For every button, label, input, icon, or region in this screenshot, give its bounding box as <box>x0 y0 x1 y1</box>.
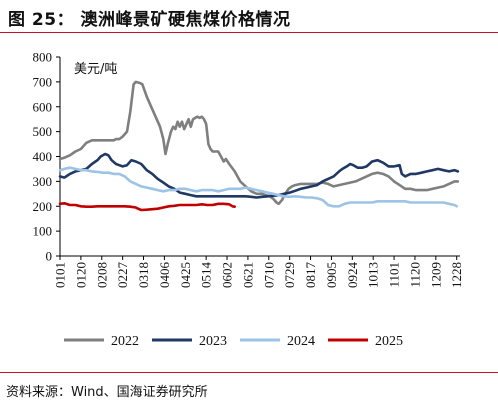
legend-label-2025: 2025 <box>375 334 403 349</box>
series-line-2024 <box>58 166 458 208</box>
x-tick-label: 0514 <box>199 262 214 289</box>
chart-legend: 2022 2023 2024 2025 <box>64 334 403 349</box>
x-tick-label: 0905 <box>324 262 339 288</box>
x-tick-label: 0621 <box>240 262 255 288</box>
x-tick-label: 1209 <box>428 262 443 288</box>
x-tick-label: 0227 <box>115 262 130 289</box>
x-tick-label: 0101 <box>53 262 68 288</box>
legend-label-2024: 2024 <box>287 334 315 349</box>
x-tick-label: 0120 <box>73 262 88 288</box>
source-rule <box>0 372 498 373</box>
y-tick-label: 500 <box>33 124 53 139</box>
legend-label-2023: 2023 <box>199 334 227 349</box>
unit-label: 美元/吨 <box>74 62 117 77</box>
x-tick-label: 1101 <box>387 262 402 288</box>
y-tick-label: 800 <box>33 50 53 65</box>
y-tick-label: 600 <box>33 99 53 114</box>
x-tick-label: 1013 <box>366 262 381 288</box>
y-tick-label: 100 <box>33 224 53 239</box>
figure-title: 图 25： 澳洲峰景矿硬焦煤价格情况 <box>8 10 291 30</box>
x-tick-label: 0710 <box>261 262 276 288</box>
y-tick-label: 400 <box>33 149 53 164</box>
x-tick-label: 0602 <box>220 262 235 288</box>
series-line-2023 <box>58 152 460 199</box>
title-rule <box>0 32 498 33</box>
x-tick-label: 0425 <box>178 262 193 288</box>
y-tick-label: 700 <box>33 74 53 89</box>
x-tick-label: 0924 <box>345 262 360 289</box>
series-line-2025 <box>58 202 236 212</box>
x-tick-label: 0406 <box>157 262 172 289</box>
y-tick-label: 200 <box>33 199 53 214</box>
x-tick-label: 0318 <box>136 262 151 288</box>
chart-axes: 0 100 200 300 400 500 600 700 800 0101 0120 0208 022… <box>33 50 465 289</box>
x-tick-label: 1228 <box>449 262 464 288</box>
x-tick-label: 0817 <box>303 262 318 289</box>
y-tick-label: 300 <box>33 174 53 189</box>
legend-label-2022: 2022 <box>111 334 139 349</box>
x-tick-label: 0729 <box>282 262 297 288</box>
x-tick-label: 0208 <box>94 262 109 288</box>
chart: 0 100 200 300 400 500 600 700 800 0101 0120 0208 022… <box>33 50 465 350</box>
chart-series <box>58 80 460 212</box>
x-tick-label: 1120 <box>407 262 422 288</box>
series-line-2022 <box>58 80 460 206</box>
y-tick-label: 0 <box>46 249 53 264</box>
source-note: 资料来源：Wind、国海证券研究所 <box>6 385 208 400</box>
